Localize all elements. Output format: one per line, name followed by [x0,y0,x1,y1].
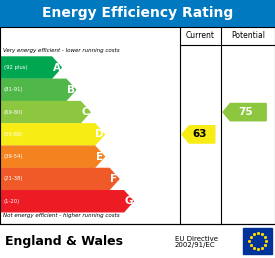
Text: (21-38): (21-38) [4,176,23,181]
Text: Current: Current [186,31,215,41]
Polygon shape [182,126,215,143]
Bar [0,0,275,27]
Polygon shape [0,146,104,167]
Text: G: G [124,196,133,206]
Text: Potential: Potential [231,31,265,41]
Text: F: F [111,174,118,184]
Text: D: D [95,130,104,139]
Text: 63: 63 [192,130,207,139]
Text: EU Directive: EU Directive [175,236,218,242]
Bar [243,228,272,254]
Text: (1-20): (1-20) [4,199,20,204]
Text: (55-68): (55-68) [4,132,24,137]
Text: 75: 75 [238,107,253,117]
Polygon shape [0,168,119,190]
Polygon shape [0,191,133,212]
Polygon shape [0,102,90,123]
Polygon shape [0,79,76,100]
Bar [0,224,275,258]
Polygon shape [223,103,266,121]
Text: 2002/91/EC: 2002/91/EC [175,242,215,248]
Text: Very energy efficient - lower running costs: Very energy efficient - lower running co… [3,48,120,53]
Text: E: E [96,152,103,162]
Text: (81-91): (81-91) [4,87,24,92]
Polygon shape [0,57,61,78]
Text: Not energy efficient - higher running costs: Not energy efficient - higher running co… [3,214,120,219]
Text: (69-80): (69-80) [4,110,24,115]
Text: England & Wales: England & Wales [5,235,123,247]
Bar [0,27,275,224]
Text: B: B [67,85,75,95]
Text: C: C [81,107,89,117]
Polygon shape [0,124,104,145]
Text: Energy Efficiency Rating: Energy Efficiency Rating [42,6,233,20]
Text: A: A [53,62,60,72]
Text: (92 plus): (92 plus) [4,65,28,70]
Text: (39-54): (39-54) [4,154,23,159]
